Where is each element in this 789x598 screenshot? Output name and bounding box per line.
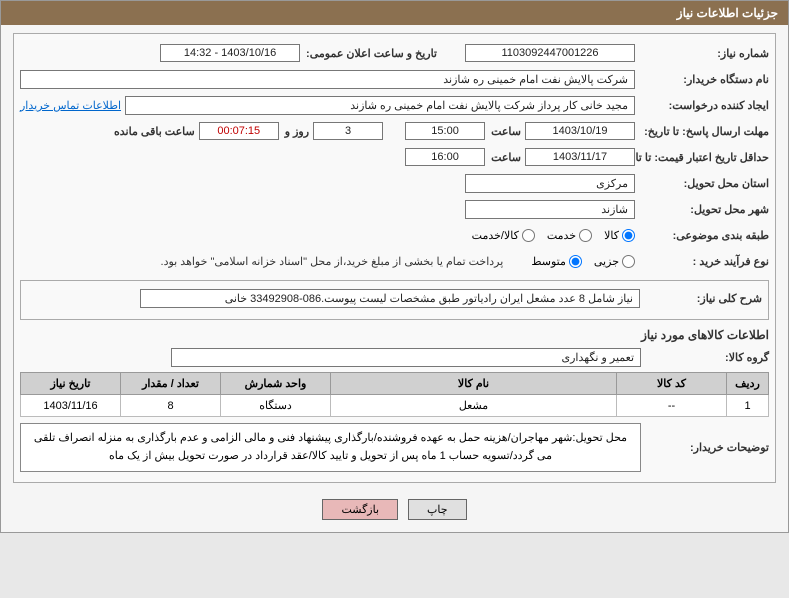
row-requester: ایجاد کننده درخواست: مجید خانی کار پرداز…: [20, 94, 769, 116]
radio-partial-input[interactable]: [622, 255, 635, 268]
items-section-title: اطلاعات کالاهای مورد نیاز: [20, 328, 769, 342]
td-name: مشعل: [331, 395, 617, 417]
summary-value: نیاز شامل 8 عدد مشعل ایران رادیاتور طبق …: [140, 289, 640, 308]
back-button[interactable]: بازگشت: [322, 499, 398, 520]
category-radio-group: کالا خدمت کالا/خدمت: [472, 229, 635, 242]
category-label: طبقه بندی موضوعی:: [639, 229, 769, 242]
summary-label: شرح کلی نیاز:: [644, 292, 762, 305]
td-date: 1403/11/16: [21, 395, 121, 417]
print-button[interactable]: چاپ: [408, 499, 467, 520]
buyer-org-value: شرکت پالایش نفت امام خمینی ره شازند: [20, 70, 635, 89]
radio-goods-label: کالا: [604, 229, 619, 242]
radio-medium-input[interactable]: [569, 255, 582, 268]
deadline-label: مهلت ارسال پاسخ: تا تاریخ:: [639, 125, 769, 138]
deadline-time: 15:00: [405, 122, 485, 140]
row-req-no: شماره نیاز: 1103092447001226 تاریخ و ساع…: [20, 42, 769, 64]
table-row: 1 -- مشعل دستگاه 8 1403/11/16: [21, 395, 769, 417]
requester-value: مجید خانی کار پرداز شرکت پالایش نفت امام…: [125, 96, 635, 115]
radio-service-input[interactable]: [579, 229, 592, 242]
validity-time: 16:00: [405, 148, 485, 166]
row-summary: شرح کلی نیاز: نیاز شامل 8 عدد مشعل ایران…: [27, 287, 762, 309]
city-label: شهر محل تحویل:: [639, 203, 769, 216]
row-group: گروه کالا: تعمیر و نگهداری: [20, 346, 769, 368]
th-code: کد کالا: [617, 373, 727, 395]
radio-service-label: خدمت: [547, 229, 576, 242]
announce-label: تاریخ و ساعت اعلان عمومی:: [304, 47, 437, 60]
th-date: تاریخ نیاز: [21, 373, 121, 395]
remain-label: ساعت باقی مانده: [112, 125, 195, 138]
time-label-1: ساعت: [489, 125, 521, 138]
radio-goods-service[interactable]: کالا/خدمت: [472, 229, 535, 242]
row-validity: حداقل تاریخ اعتبار قیمت: تا تاریخ: 1403/…: [20, 146, 769, 168]
requester-label: ایجاد کننده درخواست:: [639, 99, 769, 112]
validity-label: حداقل تاریخ اعتبار قیمت: تا تاریخ:: [639, 151, 769, 164]
time-label-2: ساعت: [489, 151, 521, 164]
panel-title: جزئیات اطلاعات نیاز: [1, 1, 788, 25]
summary-fieldset: شرح کلی نیاز: نیاز شامل 8 عدد مشعل ایران…: [20, 280, 769, 320]
countdown-value: 00:07:15: [199, 122, 279, 140]
radio-service[interactable]: خدمت: [547, 229, 592, 242]
row-province: استان محل تحویل: مرکزی: [20, 172, 769, 194]
province-label: استان محل تحویل:: [639, 177, 769, 190]
validity-date: 1403/11/17: [525, 148, 635, 166]
radio-medium[interactable]: متوسط: [531, 255, 582, 268]
details-panel: جزئیات اطلاعات نیاز شماره نیاز: 11030924…: [0, 0, 789, 533]
city-value: شازند: [465, 200, 635, 219]
radio-goods-service-label: کالا/خدمت: [472, 229, 519, 242]
contact-link[interactable]: اطلاعات تماس خریدار: [20, 99, 121, 112]
req-no-value: 1103092447001226: [465, 44, 635, 62]
radio-medium-label: متوسط: [531, 255, 566, 268]
items-table: ردیف کد کالا نام کالا واحد شمارش تعداد /…: [20, 372, 769, 417]
radio-goods-input[interactable]: [622, 229, 635, 242]
row-process: نوع فرآیند خرید : جزیی متوسط پرداخت تمام…: [20, 250, 769, 272]
td-qty: 8: [121, 395, 221, 417]
th-unit: واحد شمارش: [221, 373, 331, 395]
process-radio-group: جزیی متوسط: [531, 255, 635, 268]
radio-goods[interactable]: کالا: [604, 229, 635, 242]
table-header-row: ردیف کد کالا نام کالا واحد شمارش تعداد /…: [21, 373, 769, 395]
buyer-desc-value: محل تحویل:شهر مهاجران/هزینه حمل به عهده …: [20, 423, 641, 472]
row-deadline: مهلت ارسال پاسخ: تا تاریخ: 1403/10/19 سا…: [20, 120, 769, 142]
td-n: 1: [727, 395, 769, 417]
td-code: --: [617, 395, 727, 417]
row-buyer-org: نام دستگاه خریدار: شرکت پالایش نفت امام …: [20, 68, 769, 90]
days-value: 3: [313, 122, 383, 140]
group-value: تعمیر و نگهداری: [171, 348, 641, 367]
buyer-desc-label: توضیحات خریدار:: [645, 441, 769, 454]
radio-partial[interactable]: جزیی: [594, 255, 635, 268]
process-label: نوع فرآیند خرید :: [639, 255, 769, 268]
th-row: ردیف: [727, 373, 769, 395]
payment-note: پرداخت تمام یا بخشی از مبلغ خرید،از محل …: [159, 255, 504, 268]
row-buyer-desc: توضیحات خریدار: محل تحویل:شهر مهاجران/هز…: [20, 423, 769, 472]
row-city: شهر محل تحویل: شازند: [20, 198, 769, 220]
radio-goods-service-input[interactable]: [522, 229, 535, 242]
province-value: مرکزی: [465, 174, 635, 193]
td-unit: دستگاه: [221, 395, 331, 417]
days-and-label: روز و: [283, 125, 309, 138]
radio-partial-label: جزیی: [594, 255, 619, 268]
group-label: گروه کالا:: [645, 351, 769, 364]
panel-body: شماره نیاز: 1103092447001226 تاریخ و ساع…: [1, 25, 788, 532]
button-bar: چاپ بازگشت: [13, 491, 776, 524]
th-name: نام کالا: [331, 373, 617, 395]
announce-value: 1403/10/16 - 14:32: [160, 44, 300, 62]
main-fieldset: شماره نیاز: 1103092447001226 تاریخ و ساع…: [13, 33, 776, 483]
buyer-org-label: نام دستگاه خریدار:: [639, 73, 769, 86]
row-category: طبقه بندی موضوعی: کالا خدمت کالا/خدمت: [20, 224, 769, 246]
th-qty: تعداد / مقدار: [121, 373, 221, 395]
req-no-label: شماره نیاز:: [639, 47, 769, 60]
deadline-date: 1403/10/19: [525, 122, 635, 140]
